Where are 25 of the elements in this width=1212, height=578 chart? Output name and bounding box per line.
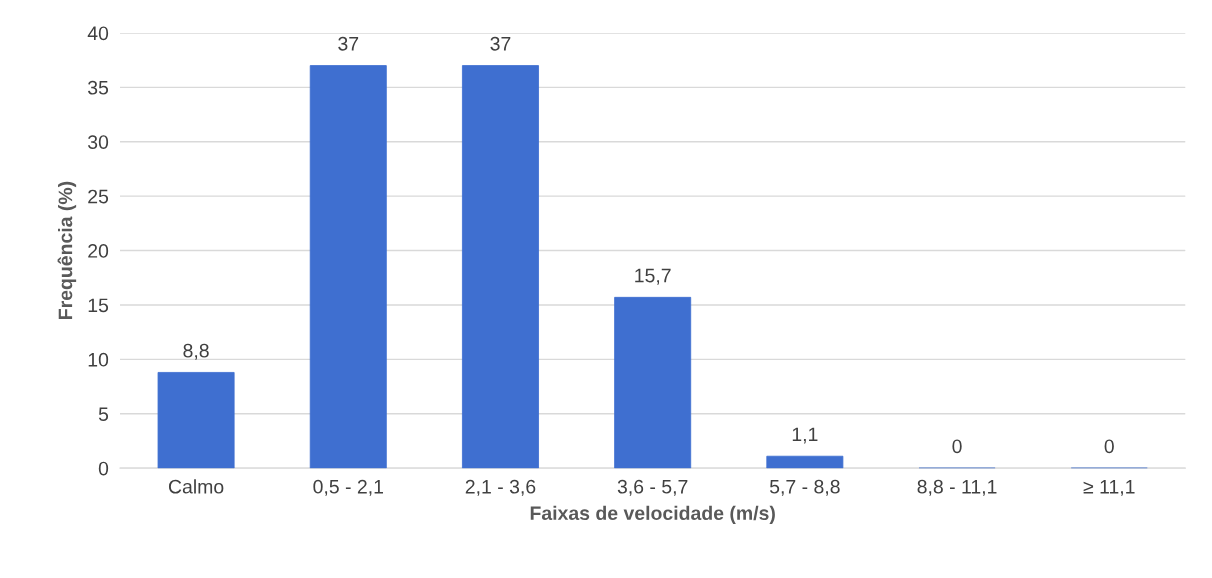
y-tick-label: 35 (87, 80, 109, 95)
x-tick-label: ≥ 11,1 (1083, 480, 1135, 496)
x-tick-label: 0,5 - 2,1 (313, 479, 383, 496)
y-tick-label: 20 (88, 244, 109, 258)
y-tick-label: 5 (98, 407, 109, 422)
data-label: 37 (338, 36, 359, 51)
y-tick-label: 0 (98, 461, 109, 476)
y-tick-label: 40 (87, 26, 109, 41)
y-tick-label: 10 (88, 352, 109, 367)
x-tick-label: 3,6 - 5,7 (617, 479, 688, 496)
data-label: 0 (952, 439, 962, 454)
data-label: 1,1 (792, 427, 818, 444)
y-tick-label: 30 (87, 135, 109, 149)
x-tick-label: 2,1 - 3,6 (465, 479, 536, 496)
y-axis-title: Frequência (%) (57, 181, 77, 319)
x-tick-label: 5,7 - 8,8 (769, 479, 840, 496)
x-tick-label: Calmo (168, 479, 224, 494)
data-label: 0 (1104, 439, 1114, 454)
data-label: 8,8 (183, 343, 209, 360)
x-tick-label: 8,8 - 11,1 (917, 479, 997, 496)
y-tick-label: 25 (88, 189, 109, 204)
x-axis-title: Faixas de velocidade (m/s) (530, 505, 775, 524)
data-label: 37 (490, 36, 511, 51)
data-label: 15,7 (635, 268, 671, 285)
y-tick-label: 15 (88, 298, 109, 313)
